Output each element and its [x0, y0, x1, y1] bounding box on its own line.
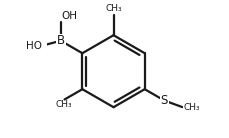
Text: B: B	[56, 34, 65, 47]
Text: HO: HO	[25, 41, 41, 51]
Text: CH₃: CH₃	[105, 4, 121, 14]
Text: CH₃: CH₃	[55, 100, 72, 109]
Text: CH₃: CH₃	[182, 103, 199, 112]
Text: S: S	[160, 94, 167, 107]
Text: OH: OH	[61, 11, 77, 21]
